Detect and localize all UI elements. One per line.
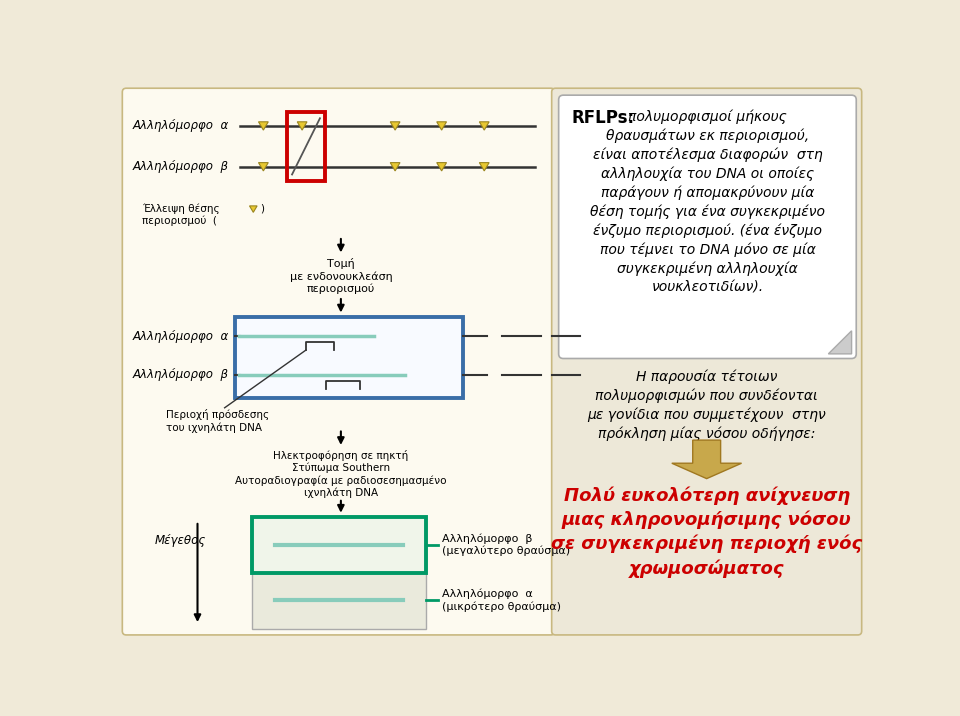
FancyBboxPatch shape [234,317,464,398]
FancyBboxPatch shape [122,88,555,635]
Text: RFLPs:: RFLPs: [571,109,635,127]
Polygon shape [479,122,490,130]
Polygon shape [298,122,307,130]
Text: Περιοχή πρόσδεσης
του ιχνηλάτη DNA: Περιοχή πρόσδεσης του ιχνηλάτη DNA [166,410,270,432]
Text: Αλληλόμορφο  β: Αλληλόμορφο β [132,368,228,381]
Text: Ηλεκτροφόρηση σε πηκτή
Στύπωμα Southern
Αυτοραδιογραφία με ραδιοσεσημασμένο
ιχνη: Ηλεκτροφόρηση σε πηκτή Στύπωμα Southern … [235,450,446,498]
FancyBboxPatch shape [252,517,426,629]
Polygon shape [258,163,268,171]
Text: πολυμορφισμοί μήκους
θραυσμάτων εκ περιορισμού,
είναι αποτέλεσμα διαφορών  στη
α: πολυμορφισμοί μήκους θραυσμάτων εκ περιο… [590,109,825,295]
Text: Αλληλόμορφο  α: Αλληλόμορφο α [132,329,228,343]
Text: Τομή
με ενδονουκλεάση
περιορισμού: Τομή με ενδονουκλεάση περιορισμού [290,258,393,294]
Polygon shape [437,122,446,130]
Polygon shape [391,163,400,171]
Polygon shape [437,163,446,171]
FancyBboxPatch shape [252,517,426,573]
Text: Αλληλόμορφο  α: Αλληλόμορφο α [132,120,228,132]
Polygon shape [479,163,490,171]
Text: Η παρουσία τέτοιων
πολυμορφισμών που συνδέονται
με γονίδια που συμμετέχουν  στην: Η παρουσία τέτοιων πολυμορφισμών που συν… [588,369,826,441]
Polygon shape [828,331,852,354]
Text: Πολύ ευκολότερη ανίχνευση
μιας κληρονομήσιμης νόσου
σε συγκεκριμένη περιοχή ενός: Πολύ ευκολότερη ανίχνευση μιας κληρονομή… [551,486,862,578]
Text: ): ) [260,204,264,214]
Text: Έλλειψη θέσης
περιορισμού  (: Έλλειψη θέσης περιορισμού ( [142,204,219,226]
Polygon shape [258,122,268,130]
FancyBboxPatch shape [559,95,856,359]
Polygon shape [672,440,741,478]
Polygon shape [391,122,400,130]
Text: Μέγεθος: Μέγεθος [155,534,206,548]
Text: Αλληλόμορφο  β
(μεγαλύτερο θραύσμα): Αλληλόμορφο β (μεγαλύτερο θραύσμα) [442,533,569,556]
Text: Αλληλόμορφο  β: Αλληλόμορφο β [132,160,228,173]
Polygon shape [250,206,257,213]
FancyBboxPatch shape [552,88,862,635]
Text: Αλληλόμορφο  α
(μικρότερο θραύσμα): Αλληλόμορφο α (μικρότερο θραύσμα) [442,589,561,611]
